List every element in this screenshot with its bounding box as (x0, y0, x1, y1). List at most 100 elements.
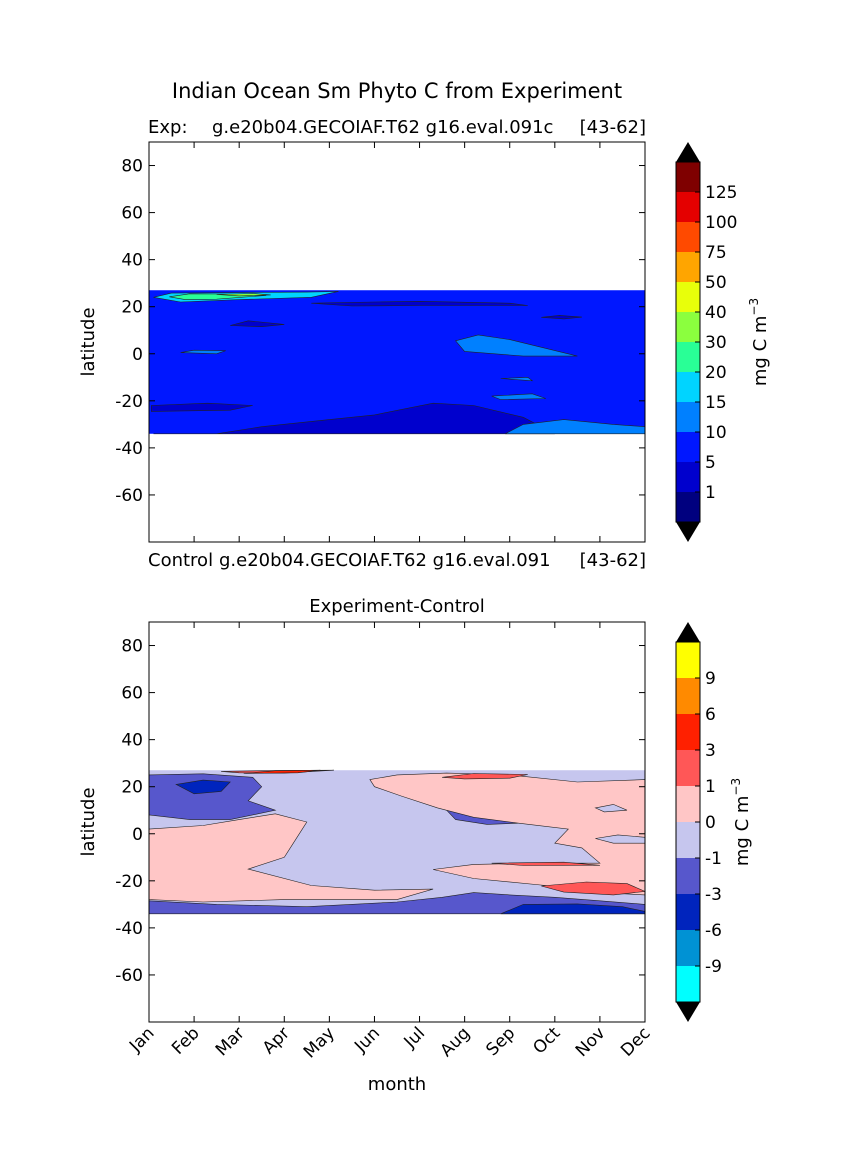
difference-y-tick-label: 20 (121, 778, 143, 798)
x-tick-label-feb: Feb (168, 1023, 203, 1058)
x-tick-label-jun: Jun (350, 1023, 384, 1057)
difference-colorbar-label: -3 (705, 885, 722, 905)
experiment-colorbar-segment (676, 462, 700, 492)
difference-colorbar-label: 9 (705, 669, 716, 689)
experiment-colorbar-label: 10 (705, 423, 727, 443)
difference-y-tick-label: -60 (115, 966, 143, 986)
exp-years-label: [43-62] (580, 117, 646, 138)
difference-y-axis-label: latitude (78, 787, 99, 856)
experiment-colorbar-label: 40 (705, 303, 727, 323)
difference-y-ticks: 80 60 40 20 0 -20 -40 -60 (115, 637, 645, 986)
experiment-contour-region-12 (216, 293, 271, 297)
experiment-colorbar-label: 20 (705, 363, 727, 383)
experiment-y-tick-label: 80 (121, 157, 143, 177)
experiment-plot-area (149, 290, 645, 435)
difference-colorbar-segment (676, 894, 700, 930)
experiment-colorbar-segment (676, 312, 700, 342)
difference-contour-region-9 (491, 861, 600, 866)
difference-colorbar-units: mg C m−3 (729, 778, 753, 866)
difference-axes-frame (148, 621, 646, 1023)
experiment-colorbar-label: 5 (705, 453, 716, 473)
difference-contour-region-7 (442, 773, 528, 780)
difference-contour-region-12 (594, 804, 628, 813)
experiment-colorbar-segment (676, 402, 700, 432)
difference-contour-region-5 (149, 813, 434, 903)
experiment-colorbar-extend-max (676, 142, 700, 162)
x-tick-label-sep: Sep (482, 1023, 519, 1060)
x-tick-label-jul: Jul (400, 1023, 429, 1052)
difference-colorbar-segment (676, 678, 700, 714)
x-tick-label-mar: Mar (212, 1023, 249, 1060)
experiment-colorbar-segment (676, 252, 700, 282)
x-axis-label: month (368, 1074, 426, 1095)
experiment-y-tick-label: 40 (121, 251, 143, 271)
difference-colorbar-segment (676, 858, 700, 894)
experiment-colorbar-label: 50 (705, 273, 727, 293)
exp-label: Exp: (148, 117, 188, 138)
experiment-colorbar-extend-min (676, 522, 700, 542)
difference-plot-area (149, 769, 645, 915)
difference-colorbar-label: 1 (705, 777, 716, 797)
experiment-contour-region-1 (151, 402, 253, 412)
difference-colorbar-segment (676, 642, 700, 678)
experiment-contour-region-7 (491, 393, 546, 400)
difference-contour-region-11 (243, 769, 321, 774)
difference-y-tick-label: -40 (115, 919, 143, 939)
difference-contour-region-4 (500, 903, 645, 915)
difference-colorbar-label: 0 (705, 813, 716, 833)
difference-y-tick-label: 0 (132, 825, 143, 845)
experiment-axes-frame (148, 141, 646, 543)
x-tick-label-aug: Aug (437, 1023, 475, 1061)
experiment-y-tick-label: -20 (115, 392, 143, 412)
difference-colorbar-extend-max (676, 622, 700, 642)
control-years-label: [43-62] (580, 550, 646, 571)
difference-colorbar-segment (676, 930, 700, 966)
experiment-y-tick-label: 0 (132, 345, 143, 365)
x-tick-label-oct: Oct (529, 1023, 564, 1058)
difference-y-tick-label: 60 (121, 684, 143, 704)
experiment-colorbar-units: mg C m−3 (747, 298, 771, 386)
experiment-contour-region-3 (311, 300, 528, 307)
experiment-colorbar-label: 1 (705, 483, 716, 503)
experiment-contour-region-5 (180, 349, 226, 355)
experiment-colorbar-segment (676, 492, 700, 522)
experiment-colorbar-segment (676, 342, 700, 372)
difference-colorbar-extend-min (676, 1002, 700, 1022)
experiment-y-tick-label: -60 (115, 486, 143, 506)
experiment-contour-region-2 (230, 320, 285, 328)
experiment-colorbar-segment (676, 372, 700, 402)
experiment-y-ticks: 80 60 40 20 0 -20 -40 -60 (115, 142, 646, 542)
x-tick-label-dec: Dec (617, 1023, 654, 1060)
experiment-y-axis-label: latitude (78, 307, 99, 376)
figure-title: Indian Ocean Sm Phyto C from Experiment (172, 79, 622, 103)
exp-run-label: g.e20b04.GECOIAF.T62 g16.eval.091c (212, 117, 553, 138)
experiment-colorbar-label: 125 (705, 183, 737, 203)
difference-colorbar-label: -1 (705, 849, 722, 869)
difference-colorbar-segment (676, 786, 700, 822)
x-tick-label-jan: Jan (125, 1023, 158, 1056)
experiment-colorbar-segment (676, 222, 700, 252)
difference-y-tick-label: -20 (115, 872, 143, 892)
difference-colorbar: -9 -6 -3 -1 0 1 3 6 9 (675, 622, 722, 1022)
difference-y-tick-label: 40 (121, 731, 143, 751)
difference-colorbar-segment (676, 714, 700, 750)
experiment-colorbar-label: 75 (705, 243, 727, 263)
difference-y-tick-label: 80 (121, 637, 143, 657)
difference-colorbar-segment (676, 750, 700, 786)
difference-contour-region-1 (175, 779, 231, 795)
experiment-colorbar-segment (676, 432, 700, 462)
experiment-contour-region-4 (541, 315, 582, 320)
experiment-y-tick-label: 60 (121, 204, 143, 224)
x-tick-label-nov: Nov (572, 1023, 610, 1061)
difference-colorbar-segment (676, 966, 700, 1002)
experiment-colorbar-segment (676, 162, 700, 192)
difference-contour-region-10 (541, 881, 645, 896)
x-tick-label-apr: Apr (259, 1023, 294, 1058)
difference-colorbar-label: -6 (705, 921, 722, 941)
experiment-y-tick-label: -40 (115, 439, 143, 459)
x-tick-label-may: May (300, 1023, 339, 1062)
control-label: Control (148, 550, 213, 571)
difference-colorbar-segment (676, 822, 700, 858)
experiment-y-tick-label: 20 (121, 298, 143, 318)
